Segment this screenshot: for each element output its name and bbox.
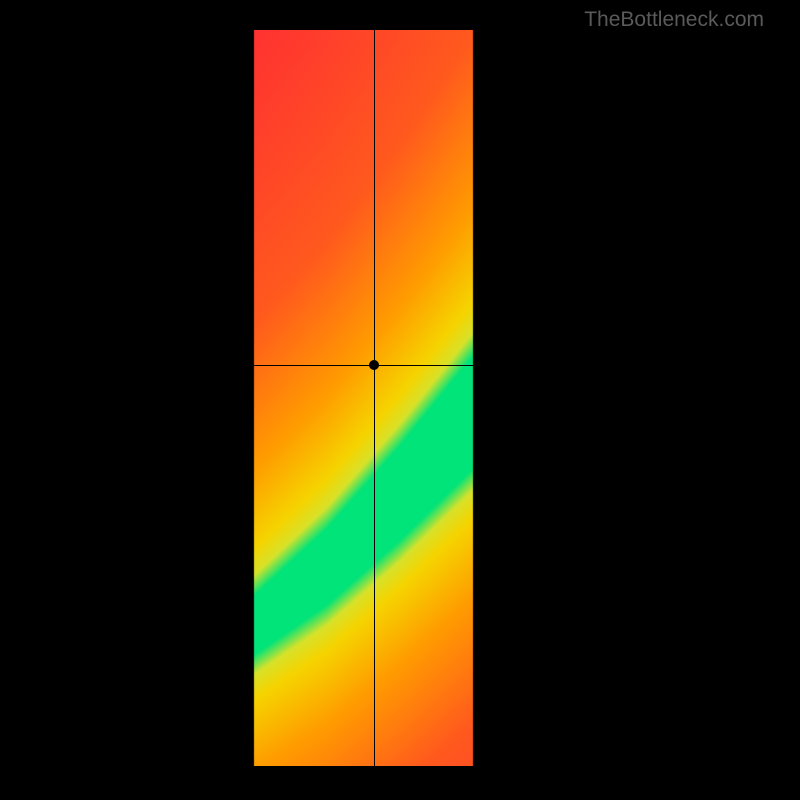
watermark-text: TheBottleneck.com (584, 8, 764, 32)
crosshair-vertical (374, 30, 375, 766)
crosshair-marker (369, 360, 379, 370)
heatmap-canvas (34, 30, 766, 766)
chart-container: TheBottleneck.com (0, 0, 800, 800)
crosshair-horizontal (34, 365, 766, 366)
plot-area (34, 30, 766, 766)
